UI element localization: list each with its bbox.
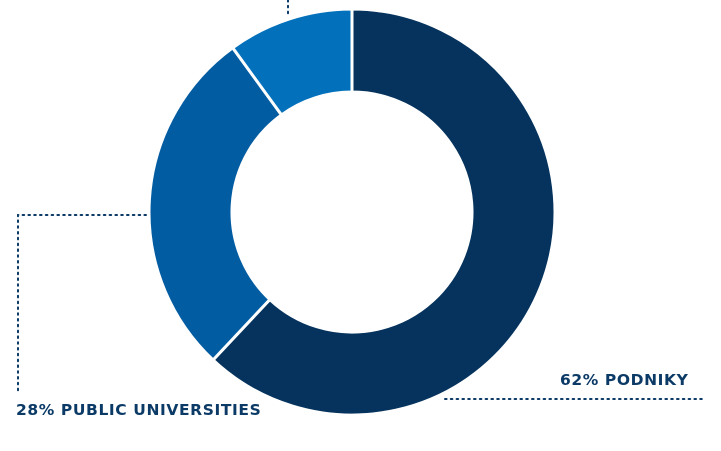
slice-label-public-universities: 28% PUBLIC UNIVERSITIES — [16, 401, 262, 419]
donut-slice-public-universities — [147, 46, 283, 362]
donut-slice-other — [231, 7, 354, 117]
leader-lines — [17, 0, 704, 400]
slice-label-podniky: 62% PODNIKY — [560, 371, 689, 389]
leader-line-public-universities — [17, 214, 147, 393]
donut-slices — [147, 7, 557, 417]
donut-slice-podniky — [211, 7, 557, 417]
